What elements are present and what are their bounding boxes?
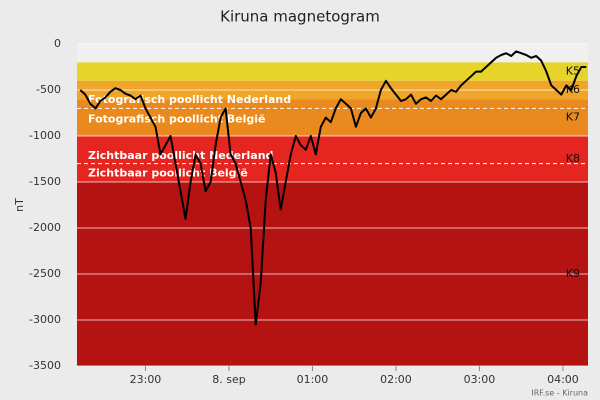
y-tick-label: -2500 — [29, 267, 61, 280]
chart-title: Kiruna magnetogram — [220, 8, 380, 26]
y-tick-label: -3500 — [29, 359, 61, 372]
band — [77, 62, 588, 81]
data-line — [79, 50, 587, 326]
band — [77, 136, 588, 182]
y-tick-label: -1500 — [29, 175, 61, 188]
x-tick-label: 23:00 — [130, 373, 162, 386]
y-tick-label: -3000 — [29, 313, 61, 326]
y-tick-label: -1000 — [29, 129, 61, 142]
x-tick-label: 8. sep — [212, 373, 245, 386]
annotation: Fotografisch poollicht België — [88, 112, 266, 125]
footer: IRF.se - Kiruna — [531, 389, 588, 398]
y-tick-label: -2000 — [29, 221, 61, 234]
band-label: K7 — [566, 111, 580, 124]
y-tick-label: -500 — [36, 83, 61, 96]
y-axis-label: nT — [13, 198, 26, 212]
band-label: K5 — [566, 65, 580, 78]
x-tick-label: 03:00 — [464, 373, 496, 386]
band-label: K9 — [566, 267, 580, 280]
annotation: Zichtbaar poollicht Nederland — [88, 149, 273, 162]
x-tick-label: 01:00 — [297, 373, 329, 386]
annotation: Zichtbaar poollicht België — [88, 167, 248, 180]
x-tick-label: 02:00 — [380, 373, 412, 386]
y-tick-label: 0 — [54, 37, 61, 50]
band-label: K8 — [566, 152, 580, 165]
band-label: K6 — [566, 83, 580, 96]
annotation: Fotografisch poollicht Nederland — [88, 93, 291, 106]
x-tick-label: 04:00 — [547, 373, 579, 386]
